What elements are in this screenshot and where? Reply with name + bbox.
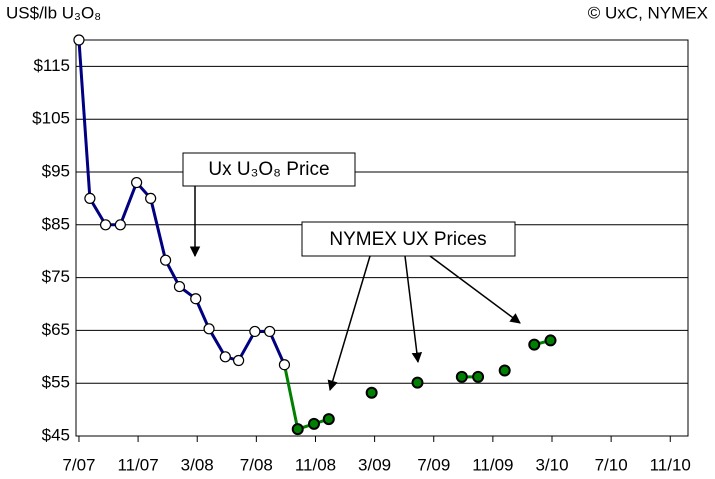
x-tick-label: 7/09: [417, 455, 450, 474]
point: [99, 219, 112, 231]
point: [219, 351, 231, 363]
point: [73, 34, 85, 46]
point: [145, 192, 157, 204]
point: [365, 386, 378, 399]
y-tick-label: $65: [42, 320, 70, 339]
y-tick-label: $85: [42, 214, 70, 233]
y-tick-label: $75: [42, 267, 70, 286]
point: [278, 359, 291, 371]
point: [264, 325, 276, 338]
x-tick-label: 11/08: [295, 455, 336, 474]
series-line: [297, 338, 551, 431]
point: [190, 293, 202, 305]
unit-label: US$/lb U₃O₈: [6, 3, 101, 22]
x-tick-label: 11/07: [117, 455, 158, 474]
point: [411, 376, 424, 389]
y-tick-label: $55: [42, 373, 70, 392]
x-tick-label: 7/07: [62, 455, 95, 474]
point: [455, 370, 468, 383]
x-tick-label: 11/09: [472, 455, 513, 474]
x-tick-label: 11/10: [650, 455, 691, 474]
point: [322, 413, 335, 426]
source: © UxC, NYMEX: [588, 3, 708, 22]
plot-border: [75, 39, 689, 437]
point: [528, 338, 541, 351]
point: [173, 280, 186, 293]
point: [203, 323, 215, 335]
x-tick-label: 7/10: [595, 455, 628, 474]
arrow: [429, 255, 521, 324]
x-tick-label: 3/09: [358, 455, 391, 474]
point: [544, 334, 557, 347]
x-tick-label: 3/10: [535, 455, 568, 474]
point: [233, 354, 245, 367]
arrow: [404, 255, 423, 364]
point: [498, 364, 511, 377]
y-tick-label: $95: [42, 161, 70, 180]
point: [114, 219, 126, 231]
annotation-box: [301, 221, 516, 257]
x-tick-label: 7/08: [240, 455, 273, 474]
y-tick-label: $45: [42, 425, 70, 444]
annotation: Ux U₃O₈ Price: [208, 159, 329, 180]
series-line: [77, 39, 286, 366]
arrow: [327, 255, 371, 392]
point: [291, 423, 304, 436]
point: [308, 417, 320, 430]
point: [84, 192, 96, 204]
annotation: NYMEX UX Prices: [329, 229, 486, 250]
point: [131, 176, 143, 189]
x-tick-label: 3/08: [181, 455, 214, 474]
point: [249, 325, 261, 338]
point: [472, 370, 485, 383]
y-tick-label: $105: [32, 109, 70, 128]
y-tick-label: $115: [33, 56, 70, 75]
annotation-box: [182, 152, 356, 187]
point: [159, 254, 172, 266]
series-connector: [282, 364, 300, 430]
